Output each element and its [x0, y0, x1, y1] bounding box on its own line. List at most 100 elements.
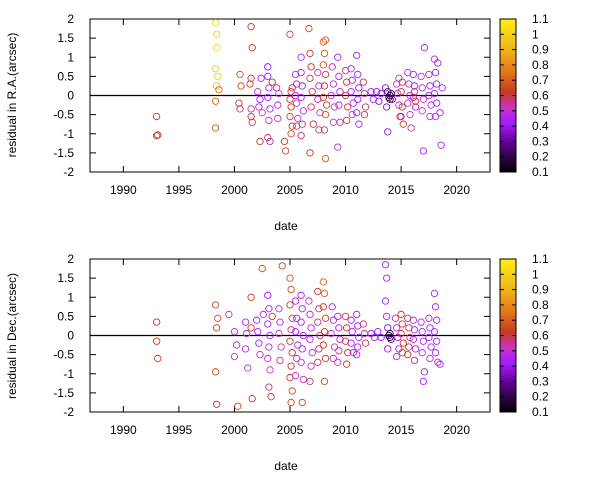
dec-data-point — [315, 305, 323, 313]
ra-data-point — [355, 120, 363, 128]
dec-data-point — [377, 333, 385, 342]
dec-data-point — [319, 341, 327, 349]
dec-data-point — [399, 339, 407, 347]
ra-data-point — [264, 63, 272, 71]
dec-data-point — [299, 331, 307, 340]
dec-data-point — [319, 303, 327, 311]
ra-data-point — [154, 131, 162, 139]
dec-data-point — [275, 305, 283, 313]
ra-data-point — [360, 110, 369, 119]
dec-data-point — [241, 345, 250, 353]
dec-data-point — [211, 301, 220, 309]
dec-ytick-label: -0.5 — [53, 348, 74, 362]
ra-data-point — [256, 95, 264, 103]
ra-data-point — [265, 116, 273, 125]
ra-data-point — [266, 105, 274, 113]
ra-data-point — [264, 93, 272, 102]
ra-data-point — [395, 74, 403, 82]
ra-data-point — [288, 84, 296, 92]
dec-data-point — [418, 328, 426, 336]
dec-data-point — [153, 337, 161, 345]
ra-ylabel: residual in R.A.(arcsec) — [5, 33, 19, 158]
dec-colorbar-label: 0.2 — [532, 390, 549, 404]
dec-data-point — [255, 339, 263, 347]
ra-data-point — [348, 76, 356, 84]
ra-data-point — [419, 147, 427, 155]
ra-data-point — [433, 80, 441, 88]
ra-data-point — [411, 97, 420, 105]
dec-data-point — [293, 314, 301, 322]
dec-data-point — [234, 402, 242, 410]
ra-data-point — [293, 99, 301, 107]
ra-data-point — [305, 24, 313, 33]
ra-data-point — [399, 120, 407, 128]
ra-data-point — [307, 63, 315, 71]
dec-data-point — [381, 297, 390, 305]
ra-colorbar-label: 0.6 — [532, 89, 549, 103]
dec-data-point — [426, 324, 434, 332]
ra-colorbar-label: 0.7 — [532, 73, 549, 87]
ra-data-point — [418, 107, 426, 115]
dec-data-point — [268, 312, 276, 321]
dec-data-point — [409, 335, 417, 343]
ra-data-point — [266, 137, 274, 146]
ra-data-point — [320, 126, 329, 134]
dec-data-point — [306, 335, 314, 343]
ra-colorbar-label: 1 — [532, 27, 539, 41]
dec-xtick-label: 2000 — [221, 423, 248, 437]
ra-colorbar-label: 0.9 — [532, 43, 549, 57]
ra-data-point — [437, 141, 445, 149]
ra-data-point — [298, 82, 306, 90]
ra-data-point — [384, 128, 392, 136]
ra-data-point — [247, 74, 255, 82]
ra-ytick-label: -1 — [63, 127, 74, 141]
ra-data-point — [409, 70, 417, 79]
dec-data-point — [266, 331, 274, 340]
dec-data-point — [153, 318, 161, 326]
dec-data-point — [307, 362, 315, 370]
dec-data-point — [436, 360, 444, 368]
dec-ytick-label: -2 — [63, 405, 74, 419]
ra-data-point — [419, 95, 427, 103]
ra-data-point — [153, 132, 161, 140]
ra-data-point — [433, 99, 441, 107]
dec-data-point — [433, 337, 441, 345]
dec-colorbar-label: 0.4 — [532, 359, 549, 373]
ra-data-point — [297, 68, 305, 77]
ra-data-point — [280, 137, 289, 146]
ra-data-point — [397, 88, 405, 96]
dec-data-point — [411, 345, 420, 353]
ra-data-point — [398, 103, 406, 111]
ra-xtick-label: 2015 — [388, 183, 415, 197]
dec-ytick-label: 1 — [67, 290, 74, 304]
ra-data-point — [381, 84, 390, 92]
ra-data-point — [426, 82, 434, 90]
ra-data-point — [409, 93, 417, 102]
dec-data-point — [341, 312, 350, 321]
ra-data-point — [153, 112, 161, 121]
ra-data-point — [236, 70, 244, 79]
dec-data-point — [374, 328, 382, 336]
ra-data-point — [211, 19, 220, 27]
dec-data-point — [264, 320, 272, 328]
dec-data-point — [343, 324, 351, 332]
dec-data-point — [386, 333, 394, 342]
dec-data-point — [266, 366, 274, 374]
ra-data-point — [406, 110, 414, 119]
dec-data-point — [291, 328, 300, 336]
ra-data-point — [237, 82, 245, 90]
dec-data-point — [259, 310, 267, 319]
ra-data-point — [336, 88, 344, 96]
dec-colorbar-label: 0.9 — [532, 283, 549, 297]
dec-colorbar-label: 0.5 — [532, 344, 549, 358]
dec-data-point — [417, 318, 425, 326]
dec-data-point — [430, 328, 439, 336]
dec-data-point — [276, 356, 284, 365]
ra-data-point — [255, 103, 263, 111]
ra-data-point — [287, 130, 295, 138]
ra-data-point — [341, 91, 350, 100]
ra-data-point — [373, 88, 381, 96]
ra-colorbar-label: 0.8 — [532, 58, 549, 72]
dec-colorbar-label: 0.1 — [532, 405, 549, 419]
